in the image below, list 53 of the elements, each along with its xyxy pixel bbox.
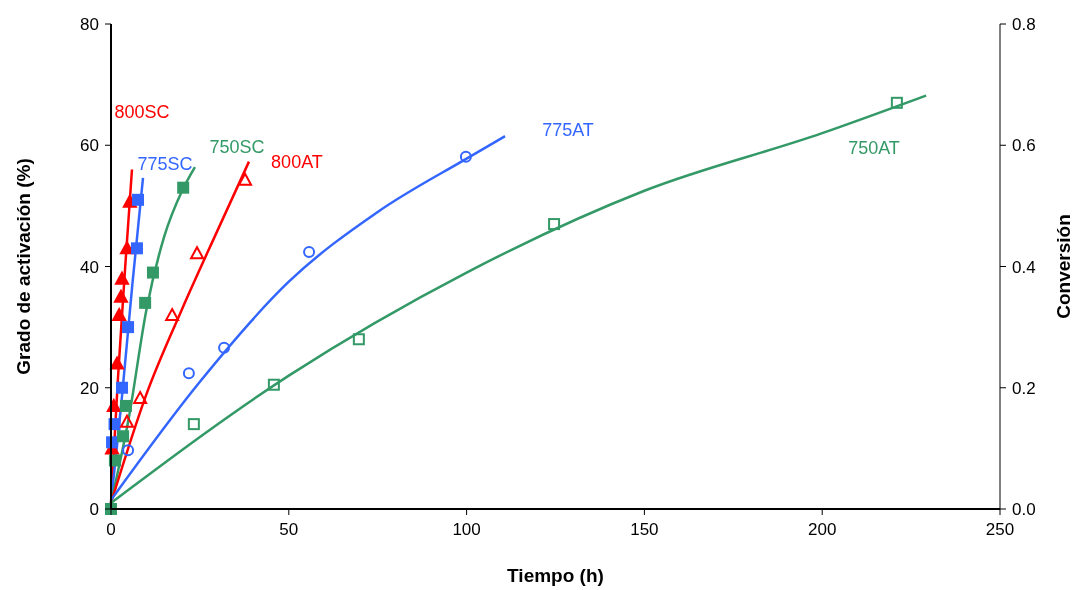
point: [116, 381, 129, 394]
y2-tick-label: 0.2: [1012, 378, 1036, 398]
point: [133, 391, 148, 405]
point: [122, 321, 135, 334]
text: 800SC: [114, 101, 170, 122]
x-tick-label: 50: [279, 520, 299, 539]
point: [182, 367, 195, 380]
point: [190, 246, 205, 260]
series-label: 800AT: [271, 151, 323, 172]
point: [303, 245, 316, 258]
point: [119, 399, 132, 412]
point: [165, 308, 180, 321]
point: [177, 181, 190, 194]
y-tick-label: 0: [89, 500, 99, 519]
point: [122, 444, 135, 457]
x-tick-label: 150: [630, 520, 659, 539]
series-label: 750SC: [209, 137, 265, 158]
y-tick-label: 20: [80, 378, 99, 398]
point: [352, 333, 365, 346]
point: [146, 266, 159, 279]
point: [110, 356, 125, 370]
point: [115, 271, 130, 285]
y-tick-label: 40: [80, 257, 99, 277]
text: 775AT: [542, 120, 594, 141]
x-tick-label: 250: [985, 520, 1015, 539]
y-tick-label: 60: [80, 136, 99, 156]
y2-tick-label: 0.4: [1012, 257, 1036, 277]
point: [117, 430, 130, 443]
point: [459, 150, 472, 163]
point: [139, 296, 152, 309]
point: [112, 308, 127, 321]
point: [120, 414, 134, 428]
point: [890, 96, 903, 109]
point: [187, 418, 200, 431]
y2-tick-label: 0.6: [1012, 136, 1036, 156]
series-label: 775SC: [137, 153, 193, 174]
point: [130, 242, 143, 255]
x-axis-title: Tiempo (h): [507, 565, 604, 586]
point: [238, 172, 253, 186]
y2-axis-title: Conversión: [1053, 214, 1074, 319]
point: [132, 193, 145, 206]
point: [113, 289, 128, 303]
y2-tick-label: 0.8: [1012, 15, 1036, 34]
x-tick-label: 0: [106, 520, 116, 539]
y2-tick-label: 0.0: [1012, 500, 1036, 519]
y-axis-title: Grado de activación (%): [13, 158, 34, 375]
x-tick-label: 100: [452, 520, 481, 539]
point: [218, 341, 231, 354]
series-label: 750AT: [848, 137, 900, 158]
x-tick-label: 200: [808, 520, 837, 539]
point: [548, 218, 561, 231]
point: [267, 378, 280, 391]
y-tick-label: 80: [80, 15, 99, 34]
